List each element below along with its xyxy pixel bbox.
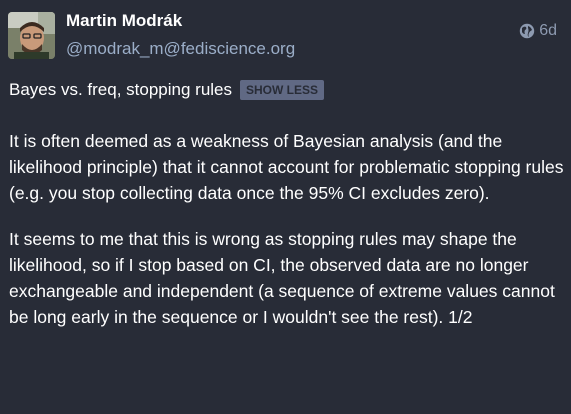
content-warning: Bayes vs. freq, stopping rules SHOW LESS	[9, 80, 325, 100]
post-age[interactable]: 6d	[539, 22, 557, 39]
post-meta: 6d	[519, 22, 557, 40]
globe-icon	[520, 23, 535, 39]
content-warning-text: Bayes vs. freq, stopping rules	[9, 80, 233, 99]
author-name[interactable]: Martin Modrák	[66, 11, 183, 30]
show-less-button[interactable]: SHOW LESS	[240, 80, 325, 100]
avatar[interactable]	[8, 12, 55, 59]
post-content: It is often deemed as a weakness of Baye…	[9, 128, 564, 350]
author-handle[interactable]: @modrak_m@fediscience.org	[66, 39, 296, 58]
post-paragraph: It is often deemed as a weakness of Baye…	[9, 131, 564, 203]
post-paragraph: It seems to me that this is wrong as sto…	[9, 229, 555, 327]
